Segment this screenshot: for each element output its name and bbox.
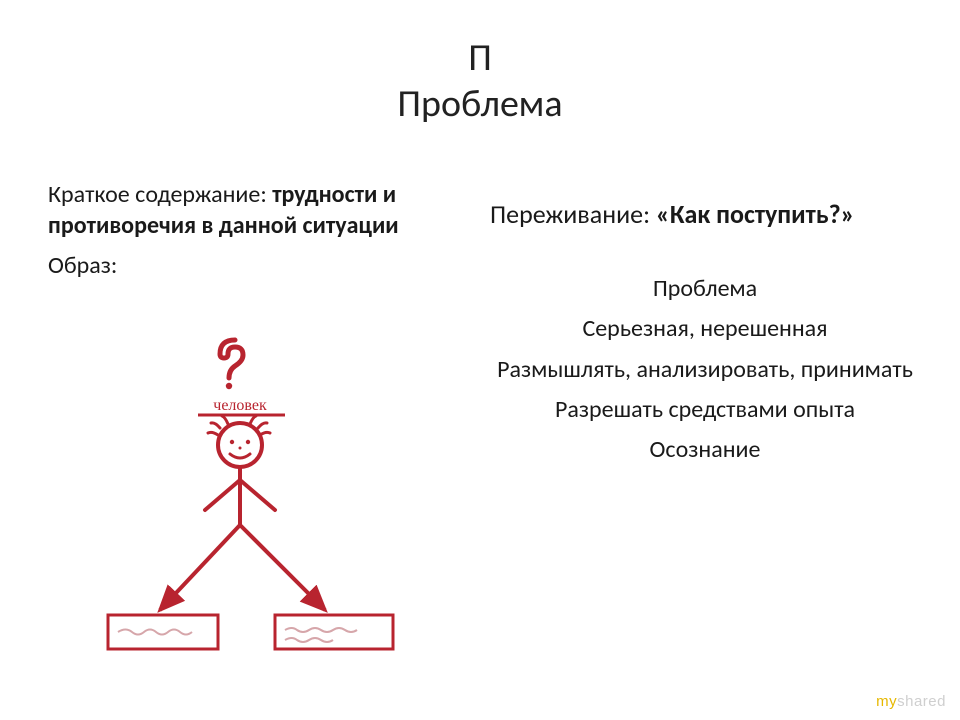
nose xyxy=(239,447,242,450)
summary-label: Краткое содержание: xyxy=(48,180,272,209)
watermark-suffix: shared xyxy=(897,693,946,710)
smile xyxy=(230,454,250,458)
box-right-scribble xyxy=(285,628,357,642)
image-label: Образ: xyxy=(48,251,468,280)
poem-line: Серьезная, нерешенная xyxy=(490,310,920,348)
eye-right xyxy=(246,440,250,444)
arrow-right xyxy=(240,525,325,610)
figure-hair xyxy=(208,416,270,435)
choice-box-right xyxy=(275,615,393,649)
figure-head xyxy=(218,423,262,467)
left-column: Краткое содержание: трудности и противор… xyxy=(48,180,468,280)
arm-left xyxy=(205,480,240,510)
slide-title: П Проблема xyxy=(0,36,960,127)
choice-box-left xyxy=(108,615,218,649)
watermark: myshared xyxy=(876,693,946,710)
poem-line: Разрешать средствами опыта xyxy=(490,391,920,429)
illustration-figure: человек xyxy=(100,330,400,660)
head-word: человек xyxy=(213,397,267,414)
slide: П Проблема Краткое содержание: трудности… xyxy=(0,0,960,720)
box-left-scribble xyxy=(118,630,192,635)
title-line-1: П xyxy=(0,36,960,82)
poem-line: Размышлять, анализировать, принимать xyxy=(490,351,920,389)
arrow-left xyxy=(160,525,240,610)
experience-bold: «Как поступить?» xyxy=(656,198,855,230)
experience-text: Переживание: «Как поступить?» xyxy=(490,198,920,232)
summary-text: Краткое содержание: трудности и противор… xyxy=(48,180,468,241)
experience-label: Переживание: xyxy=(490,198,656,230)
title-line-2: Проблема xyxy=(0,82,960,128)
arm-right xyxy=(240,480,275,510)
poem-block: Проблема Серьезная, нерешенная Размышлят… xyxy=(490,270,920,470)
right-column: Переживание: «Как поступить?» Проблема С… xyxy=(490,198,920,472)
watermark-prefix: my xyxy=(876,693,897,710)
poem-line: Осознание xyxy=(490,431,920,469)
question-mark-icon xyxy=(220,340,243,389)
eye-left xyxy=(230,440,234,444)
poem-line: Проблема xyxy=(490,270,920,308)
